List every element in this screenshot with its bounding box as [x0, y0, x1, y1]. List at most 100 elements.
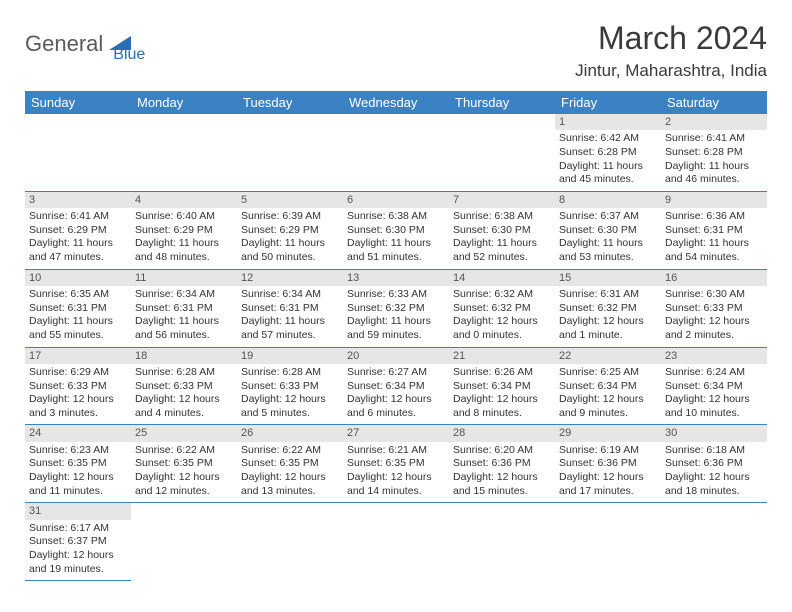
sunrise-line: Sunrise: 6:42 AM: [559, 132, 657, 146]
day-number: 28: [449, 425, 555, 441]
day-number: 27: [343, 425, 449, 441]
weekday-header: Friday: [555, 91, 661, 114]
logo-text-blue: Blue: [113, 46, 145, 64]
daylight-line: Daylight: 12 hours and 5 minutes.: [241, 393, 339, 420]
calendar-cell: 8Sunrise: 6:37 AMSunset: 6:30 PMDaylight…: [555, 191, 661, 269]
calendar-cell: [131, 114, 237, 191]
logo-text-general: General: [25, 31, 103, 57]
calendar-cell: 9Sunrise: 6:36 AMSunset: 6:31 PMDaylight…: [661, 191, 767, 269]
calendar-cell: [661, 503, 767, 581]
sunrise-line: Sunrise: 6:25 AM: [559, 366, 657, 380]
sunset-line: Sunset: 6:33 PM: [241, 380, 339, 394]
sunset-line: Sunset: 6:33 PM: [135, 380, 233, 394]
sunrise-line: Sunrise: 6:34 AM: [241, 288, 339, 302]
sunset-line: Sunset: 6:31 PM: [665, 224, 763, 238]
day-number: 1: [555, 114, 661, 130]
sunset-line: Sunset: 6:31 PM: [29, 302, 127, 316]
calendar-cell: 30 Sunrise: 6:18 AMSunset: 6:36 PMDayligh…: [661, 425, 767, 503]
daylight-line: Daylight: 12 hours and 15 minutes.: [453, 471, 551, 498]
calendar-cell: 15Sunrise: 6:31 AMSunset: 6:32 PMDayligh…: [555, 269, 661, 347]
sunset-line: Sunset: 6:35 PM: [135, 457, 233, 471]
day-number: 2: [661, 114, 767, 130]
sunrise-line: Sunrise: 6:18 AM: [665, 444, 763, 458]
location-subtitle: Jintur, Maharashtra, India: [575, 61, 767, 81]
daylight-line: Daylight: 12 hours and 9 minutes.: [559, 393, 657, 420]
day-number: 3: [25, 192, 131, 208]
sunrise-line: Sunrise: 6:28 AM: [241, 366, 339, 380]
sunrise-line: Sunrise: 6:34 AM: [135, 288, 233, 302]
calendar-cell: 23Sunrise: 6:24 AMSunset: 6:34 PMDayligh…: [661, 347, 767, 425]
daylight-line: Daylight: 12 hours and 6 minutes.: [347, 393, 445, 420]
daylight-line: Daylight: 11 hours and 56 minutes.: [135, 315, 233, 342]
daylight-line: Daylight: 12 hours and 2 minutes.: [665, 315, 763, 342]
day-number: 30: [661, 425, 767, 441]
day-number: 18: [131, 348, 237, 364]
day-number: 26: [237, 425, 343, 441]
sunrise-line: Sunrise: 6:37 AM: [559, 210, 657, 224]
daylight-line: Daylight: 12 hours and 0 minutes.: [453, 315, 551, 342]
weekday-header: Sunday: [25, 91, 131, 114]
calendar-cell: 24Sunrise: 6:23 AMSunset: 6:35 PMDayligh…: [25, 425, 131, 503]
calendar-table: SundayMondayTuesdayWednesdayThursdayFrid…: [25, 91, 767, 581]
calendar-cell: 13Sunrise: 6:33 AMSunset: 6:32 PMDayligh…: [343, 269, 449, 347]
sunrise-line: Sunrise: 6:41 AM: [665, 132, 763, 146]
sunset-line: Sunset: 6:33 PM: [665, 302, 763, 316]
calendar-cell: 11 Sunrise: 6:34 AMSunset: 6:31 PMDayligh…: [131, 269, 237, 347]
sunset-line: Sunset: 6:28 PM: [665, 146, 763, 160]
sunrise-line: Sunrise: 6:31 AM: [559, 288, 657, 302]
daylight-line: Daylight: 12 hours and 18 minutes.: [665, 471, 763, 498]
day-number: 19: [237, 348, 343, 364]
sunrise-line: Sunrise: 6:39 AM: [241, 210, 339, 224]
day-number: 20: [343, 348, 449, 364]
sunrise-line: Sunrise: 6:30 AM: [665, 288, 763, 302]
daylight-line: Daylight: 11 hours and 50 minutes.: [241, 237, 339, 264]
sunrise-line: Sunrise: 6:35 AM: [29, 288, 127, 302]
daylight-line: Daylight: 12 hours and 17 minutes.: [559, 471, 657, 498]
weekday-header: Monday: [131, 91, 237, 114]
daylight-line: Daylight: 11 hours and 54 minutes.: [665, 237, 763, 264]
sunset-line: Sunset: 6:30 PM: [347, 224, 445, 238]
sunset-line: Sunset: 6:36 PM: [453, 457, 551, 471]
calendar-cell: [237, 503, 343, 581]
header: General Blue March 2024 Jintur, Maharash…: [25, 20, 767, 81]
sunset-line: Sunset: 6:36 PM: [665, 457, 763, 471]
daylight-line: Daylight: 11 hours and 59 minutes.: [347, 315, 445, 342]
calendar-cell: 14Sunrise: 6:32 AMSunset: 6:32 PMDayligh…: [449, 269, 555, 347]
daylight-line: Daylight: 12 hours and 8 minutes.: [453, 393, 551, 420]
day-number: 7: [449, 192, 555, 208]
sunset-line: Sunset: 6:35 PM: [241, 457, 339, 471]
daylight-line: Daylight: 11 hours and 57 minutes.: [241, 315, 339, 342]
daylight-line: Daylight: 12 hours and 13 minutes.: [241, 471, 339, 498]
daylight-line: Daylight: 11 hours and 47 minutes.: [29, 237, 127, 264]
calendar-cell: 19 Sunrise: 6:28 AMSunset: 6:33 PMDayligh…: [237, 347, 343, 425]
daylight-line: Daylight: 12 hours and 12 minutes.: [135, 471, 233, 498]
sunset-line: Sunset: 6:31 PM: [135, 302, 233, 316]
calendar-cell: 7Sunrise: 6:38 AMSunset: 6:30 PMDaylight…: [449, 191, 555, 269]
day-number: 24: [25, 425, 131, 441]
sunrise-line: Sunrise: 6:19 AM: [559, 444, 657, 458]
calendar-body: 1Sunrise: 6:42 AMSunset: 6:28 PMDaylight…: [25, 114, 767, 581]
sunrise-line: Sunrise: 6:17 AM: [29, 522, 127, 536]
calendar-cell: 22Sunrise: 6:25 AMSunset: 6:34 PMDayligh…: [555, 347, 661, 425]
sunrise-line: Sunrise: 6:38 AM: [347, 210, 445, 224]
calendar-cell: [131, 503, 237, 581]
calendar-cell: 5Sunrise: 6:39 AMSunset: 6:29 PMDaylight…: [237, 191, 343, 269]
day-number: 12: [237, 270, 343, 286]
day-number: 11: [131, 270, 237, 286]
sunrise-line: Sunrise: 6:22 AM: [241, 444, 339, 458]
calendar-cell: 29Sunrise: 6:19 AMSunset: 6:36 PMDayligh…: [555, 425, 661, 503]
day-number: 9: [661, 192, 767, 208]
calendar-cell: [449, 114, 555, 191]
sunset-line: Sunset: 6:32 PM: [559, 302, 657, 316]
calendar-cell: 17Sunrise: 6:29 AMSunset: 6:33 PMDayligh…: [25, 347, 131, 425]
daylight-line: Daylight: 11 hours and 48 minutes.: [135, 237, 233, 264]
daylight-line: Daylight: 11 hours and 45 minutes.: [559, 160, 657, 187]
day-number: 25: [131, 425, 237, 441]
daylight-line: Daylight: 12 hours and 14 minutes.: [347, 471, 445, 498]
calendar-cell: 2Sunrise: 6:41 AMSunset: 6:28 PMDaylight…: [661, 114, 767, 191]
sunrise-line: Sunrise: 6:40 AM: [135, 210, 233, 224]
sunset-line: Sunset: 6:28 PM: [559, 146, 657, 160]
sunset-line: Sunset: 6:29 PM: [135, 224, 233, 238]
sunset-line: Sunset: 6:34 PM: [453, 380, 551, 394]
day-number: 8: [555, 192, 661, 208]
